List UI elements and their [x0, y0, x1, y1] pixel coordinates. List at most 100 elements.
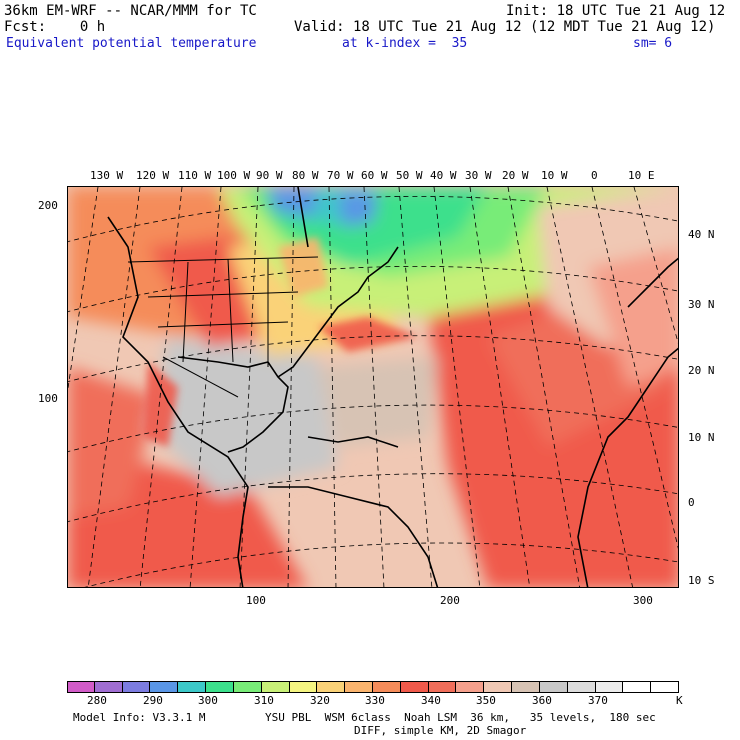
colorbar-tick: 310: [254, 694, 274, 707]
longitude-line: [287, 187, 295, 587]
hudson-bay-coast: [297, 187, 309, 248]
colorbar-cell: [345, 681, 373, 693]
colorbar-cell: [428, 681, 457, 693]
colorbar-cell: [317, 681, 346, 693]
longitude-line: [68, 187, 99, 391]
colorbar-tick: 300: [198, 694, 218, 707]
lon-label: 10 W: [541, 169, 568, 182]
field-moist-region: [318, 357, 438, 447]
colorbar-frame: [67, 681, 679, 693]
map-canvas: [68, 187, 678, 587]
colorbar-cell: [150, 681, 179, 693]
colorbar-cell: [206, 681, 234, 693]
lat-label: 20 N: [688, 364, 715, 377]
grid-x-label: 200: [440, 594, 460, 607]
colorbar-cell: [261, 681, 290, 693]
colorbar-cell: [233, 681, 262, 693]
model-info: Model Info: V3.3.1 M: [73, 711, 206, 724]
colorbar-cell: [456, 681, 485, 693]
colorbar-cell: [178, 681, 207, 693]
colorbar-tick: 350: [476, 694, 496, 707]
south-america-coast: [268, 486, 439, 587]
colorbar-cell: [400, 681, 429, 693]
lon-label: 70 W: [327, 169, 354, 182]
longitude-line: [591, 187, 678, 549]
level-label: at k-index = 35: [342, 36, 468, 51]
longitude-line: [328, 187, 337, 587]
longitude-line: [363, 187, 385, 587]
greater-antilles: [307, 436, 399, 448]
gulf-coast: [177, 356, 289, 453]
theta-e-map: [67, 186, 679, 588]
state-line: [182, 261, 189, 363]
colorbar-cell: [567, 681, 596, 693]
colorbar-unit: K: [676, 694, 683, 707]
lat-label: 30 N: [688, 298, 715, 311]
grid-y-label: 100: [38, 392, 58, 405]
colorbar-tick: 280: [87, 694, 107, 707]
lon-label: 60 W: [361, 169, 388, 182]
lon-label: 10 E: [628, 169, 655, 182]
longitude-line: [189, 187, 222, 587]
iberia-coast: [627, 257, 678, 308]
lon-label: 30 W: [465, 169, 492, 182]
lon-label: 90 W: [256, 169, 283, 182]
colorbar-cell: [94, 681, 123, 693]
colorbar-tick: 340: [421, 694, 441, 707]
lon-label: 20 W: [502, 169, 529, 182]
boundaries: [127, 256, 319, 398]
colorbar-cell: [512, 681, 540, 693]
coastlines: [107, 187, 678, 587]
colorbar-cell: [67, 681, 95, 693]
longitude-line: [546, 187, 633, 587]
latitude-line: [68, 266, 678, 313]
valid-time: Valid: 18 UTC Tue 21 Aug 12 (12 MDT Tue …: [294, 19, 716, 35]
field-warm-region: [68, 367, 158, 517]
grid-x-label: 300: [633, 594, 653, 607]
field-warm-spot: [278, 237, 328, 297]
colorbar-tick: 370: [588, 694, 608, 707]
colorbar-cell: [289, 681, 318, 693]
west-coast: [107, 216, 249, 587]
lon-label: 130 W: [90, 169, 124, 182]
colorbar-tick: 290: [143, 694, 163, 707]
latitude-line: [84, 542, 678, 587]
east-coast: [277, 246, 399, 378]
colorbar-cell: [122, 681, 151, 693]
grid-y-label: 200: [38, 199, 58, 212]
latitude-line: [68, 404, 678, 453]
colorbar-cell: [623, 681, 652, 693]
graticule: [68, 187, 678, 587]
us-mexico-border: [162, 356, 239, 398]
longitude-line: [398, 187, 433, 587]
longitude-line: [87, 187, 141, 587]
colorbar: [67, 681, 679, 693]
grid-x-label: 100: [246, 594, 266, 607]
colorbar-cell: [373, 681, 401, 693]
state-line: [147, 291, 299, 298]
latitude-line: [68, 473, 678, 523]
forecast-hour: Fcst: 0 h: [4, 19, 106, 35]
lon-label: 120 W: [136, 169, 170, 182]
field-pale-region: [588, 247, 678, 387]
lon-label: 40 W: [430, 169, 457, 182]
longitude-line: [469, 187, 531, 587]
colorbar-cell: [595, 681, 624, 693]
lon-label: 50 W: [396, 169, 423, 182]
field-warm-spot: [318, 317, 418, 352]
smoothing-label: sm= 6: [633, 36, 673, 51]
lat-label: 40 N: [688, 228, 715, 241]
field-warm-spot: [143, 362, 178, 447]
latitude-line: [68, 335, 678, 383]
diffusion-info: DIFF, simple KM, 2D Smagor: [354, 724, 527, 737]
colorbar-cell: [484, 681, 513, 693]
physics-info: YSU PBL WSM 6class Noah LSM 36 km, 35 le…: [265, 711, 656, 724]
state-line: [157, 321, 289, 328]
lat-label: 0: [688, 496, 695, 509]
field-coldest-region: [338, 192, 378, 227]
init-time: Init: 18 UTC Tue 21 Aug 12: [506, 3, 726, 19]
us-canada-border: [127, 256, 319, 263]
africa-coast: [577, 347, 678, 587]
colorbar-tick: 330: [365, 694, 385, 707]
longitude-line: [433, 187, 481, 587]
